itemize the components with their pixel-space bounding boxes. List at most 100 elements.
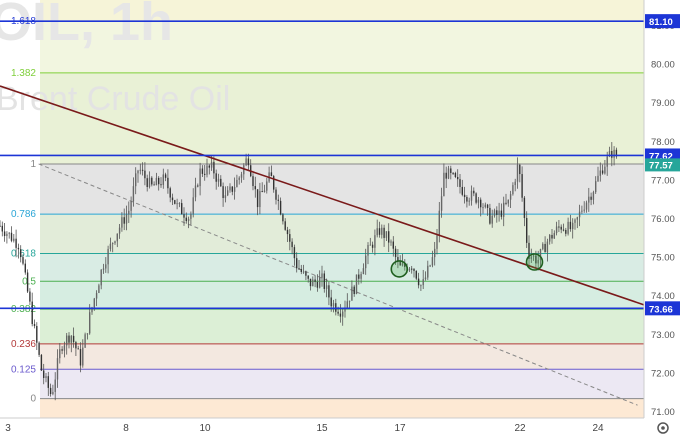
candle-body [190, 213, 192, 219]
candle-body [109, 243, 112, 249]
price-tick-79.00: 79.00 [651, 98, 675, 109]
candle-body [332, 303, 335, 307]
candle-body [429, 265, 431, 267]
candle-body [588, 196, 590, 203]
candle-body [270, 172, 273, 177]
candle-body [473, 190, 475, 194]
candle-body [383, 227, 385, 238]
candle-body [503, 202, 505, 217]
horizontal-levels[interactable] [0, 20, 644, 310]
watermark-name: Brent Crude Oil [0, 80, 230, 118]
candle-body [608, 150, 611, 157]
candle-body [599, 170, 601, 176]
time-tick-17: 17 [394, 423, 406, 434]
time-axis[interactable]: 3 8 10 15 17 22 24 [0, 417, 680, 438]
candle-body [153, 184, 155, 186]
candle-body [427, 265, 429, 278]
settings-gear-icon[interactable] [657, 422, 669, 434]
candle-body [569, 221, 572, 230]
candle-body [289, 234, 291, 242]
candle-body [365, 255, 367, 269]
candle-body [26, 272, 29, 292]
gear-hub [661, 426, 665, 430]
candle-body [17, 247, 20, 250]
candle-body [558, 226, 560, 228]
candle-body [197, 185, 199, 187]
candle-body [597, 175, 599, 182]
candle-body [454, 173, 457, 178]
candle-body [63, 345, 66, 351]
candle-body [420, 285, 422, 287]
candle-body [434, 248, 436, 258]
time-tick-24: 24 [592, 423, 604, 434]
price-tag-bg-81.10 [645, 14, 680, 29]
candle-body [178, 203, 181, 205]
candle-body [337, 311, 339, 314]
fib-label-0.382: 0.382 [11, 304, 36, 315]
candle-body [13, 238, 15, 241]
watermark: OIL, 1h Brent Crude Oil [0, 0, 230, 118]
candle-body [512, 185, 514, 195]
trendline[interactable] [0, 85, 645, 306]
candle-body [118, 227, 121, 234]
candle-body [160, 184, 162, 186]
candle-body [415, 270, 417, 279]
candle-body [482, 207, 484, 209]
candle-body [505, 202, 507, 204]
candle-body [176, 203, 178, 205]
candle-body [309, 278, 312, 287]
candle-body [245, 158, 247, 166]
candle-body [75, 342, 77, 349]
candle-body [282, 214, 284, 222]
candle-body [224, 195, 227, 199]
candle-body [208, 165, 210, 168]
candle-body [613, 149, 615, 158]
candle-body [560, 226, 562, 230]
candle-body [151, 177, 153, 185]
candle-body [254, 186, 256, 190]
candle-body [15, 238, 17, 248]
candle-body [305, 271, 307, 276]
zone-top [40, 0, 644, 22]
candle-body [300, 268, 302, 272]
candle-body [440, 196, 443, 211]
fib-label-0.236: 0.236 [11, 339, 36, 350]
candle-body [576, 217, 578, 220]
candle-body [256, 189, 259, 208]
candle-body [443, 172, 445, 197]
candle-body [233, 186, 236, 192]
price-tick-76.00: 76.00 [651, 214, 675, 225]
candle-body [470, 190, 473, 201]
candle-body [411, 268, 413, 270]
candle-body [590, 196, 592, 200]
candle-body [424, 277, 427, 280]
candle-body [275, 189, 277, 200]
candle-body [323, 273, 325, 289]
candle-body [279, 200, 282, 215]
price-axis[interactable]: 81.0080.0079.0078.0077.0076.0075.0074.00… [643, 0, 680, 418]
candle-body [378, 228, 381, 235]
candle-body [298, 268, 300, 270]
price-tick-77.00: 77.00 [651, 175, 675, 186]
candle-body [360, 274, 362, 279]
candle-body [463, 194, 466, 198]
candle-body [615, 149, 618, 157]
candle-body [261, 191, 263, 193]
candlesticks [0, 142, 618, 401]
time-axis-bg [0, 418, 680, 438]
zone-bottom [40, 398, 644, 418]
candle-body [583, 209, 585, 211]
candle-body [413, 268, 415, 271]
candle-body [516, 164, 519, 182]
candle-body [390, 241, 392, 243]
candle-body [3, 231, 6, 237]
candle-body [243, 165, 245, 175]
time-tick-3: 3 [5, 423, 11, 434]
candle-body [549, 234, 551, 242]
candle-body [312, 279, 314, 287]
candle-body [457, 177, 459, 180]
watermark-symbol: OIL, 1h [0, 0, 173, 52]
candle-body [144, 170, 146, 179]
candle-body [204, 173, 206, 175]
